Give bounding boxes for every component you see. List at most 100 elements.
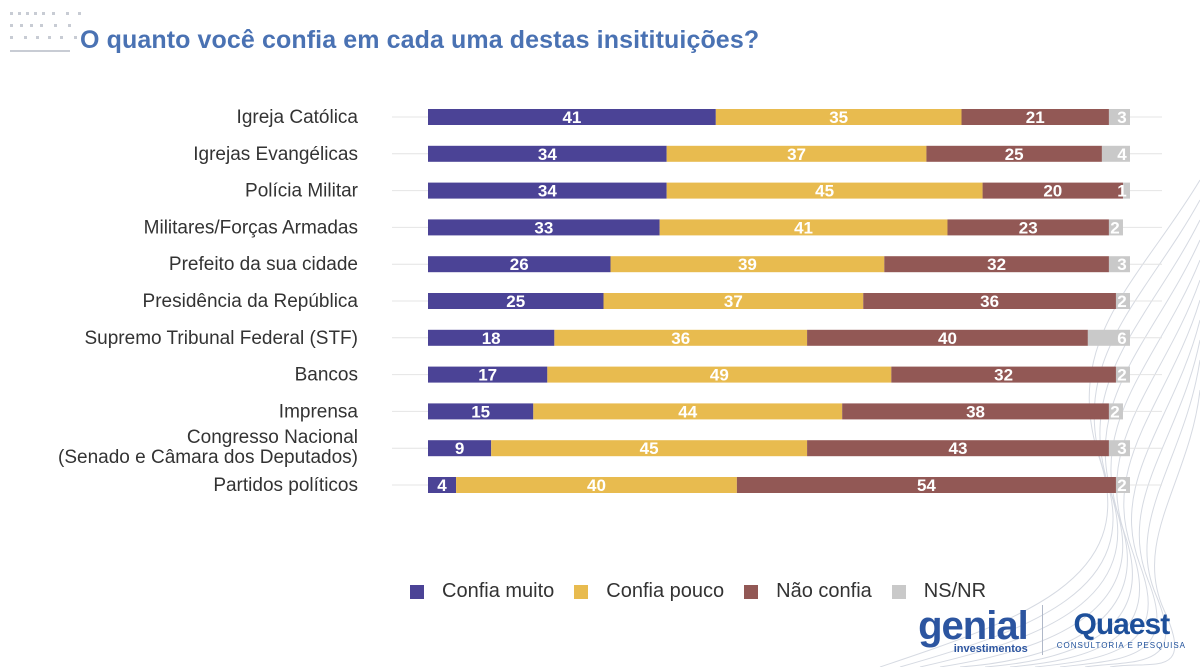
bar-segment-ns-nr-prefeito-da-sua-cidade: [1108, 256, 1130, 273]
bar-segment-confia-muito-supremo-tribunal-federal-stf: [428, 329, 555, 346]
quaest-logo-name: Quaest: [1073, 608, 1170, 641]
legend-swatch-confia-muito: [410, 584, 424, 599]
data-label-confia-muito-congresso-nacional-senado-e-camara-dos-deputados: 9: [455, 439, 464, 458]
bar-segment-ns-nr-partidos-politicos: [1115, 477, 1130, 493]
legend-label-confia-pouco: Confia pouco: [606, 580, 725, 602]
bar-segment-ns-nr-supremo-tribunal-federal-stf: [1087, 329, 1130, 346]
bar-segment-confia-pouco-militares-forcas-armadas: [659, 219, 948, 236]
quaest-logo: Quaest CONSULTORIA E PESQUISA: [1057, 610, 1186, 650]
category-label-prefeito-da-sua-cidade: Prefeito da sua cidade: [169, 254, 358, 275]
category-label-igreja-catolica: Igreja Católica: [237, 107, 359, 128]
genial-logo-name: genial: [918, 603, 1029, 648]
legend-item-ns-nr: NS/NR: [891, 580, 986, 603]
data-label-confia-muito-igrejas-evangelicas: 34: [538, 145, 557, 164]
bar-segment-ns-nr-congresso-nacional-senado-e-camara-dos-deputados: [1108, 440, 1130, 457]
bar-segment-confia-muito-policia-militar: [428, 182, 667, 199]
bar-segment-confia-muito-congresso-nacional-senado-e-camara-dos-deputados: [428, 440, 492, 457]
data-label-confia-muito-militares-forcas-armadas: 33: [534, 218, 553, 237]
legend-swatch-nao-confia: [744, 584, 759, 599]
category-label-line: Igreja Católica: [237, 107, 359, 128]
decorative-waves: [879, 179, 1200, 667]
bar-segment-ns-nr-imprensa: [1108, 403, 1123, 420]
bar-segment-confia-pouco-prefeito-da-sua-cidade: [610, 256, 885, 273]
bar-segment-ns-nr-igreja-catolica: [1108, 109, 1130, 125]
data-label-ns-nr-bancos: 2: [1117, 366, 1126, 385]
data-label-confia-muito-bancos: 17: [478, 366, 497, 385]
data-label-confia-muito-prefeito-da-sua-cidade: 26: [510, 255, 529, 274]
data-label-confia-pouco-igreja-catolica: 35: [829, 108, 848, 127]
bar-segment-nao-confia-partidos-politicos: [736, 477, 1116, 493]
bar-segment-confia-pouco-presidencia-da-republica: [603, 293, 864, 309]
data-label-confia-pouco-bancos: 49: [710, 366, 729, 385]
data-label-nao-confia-prefeito-da-sua-cidade: 32: [987, 255, 1006, 274]
category-label-line: Imprensa: [279, 401, 359, 422]
category-label-congresso-nacional-senado-e-camara-dos-deputados: Congresso Nacional (Senado e Câmara dos D…: [58, 427, 358, 468]
bar-segment-confia-muito-militares-forcas-armadas: [428, 219, 660, 236]
bar-segment-confia-muito-bancos: [428, 366, 548, 383]
category-label-line: Igrejas Evangélicas: [193, 144, 358, 165]
bar-segment-confia-muito-igrejas-evangelicas: [428, 145, 667, 162]
data-label-nao-confia-militares-forcas-armadas: 23: [1019, 218, 1038, 237]
bar-segment-confia-muito-igreja-catolica: [428, 109, 716, 125]
data-label-confia-muito-presidencia-da-republica: 25: [506, 292, 525, 311]
bar-segment-nao-confia-militares-forcas-armadas: [947, 219, 1109, 236]
genial-logo-sub: investimentos: [953, 642, 1028, 655]
data-label-confia-muito-partidos-politicos: 4: [437, 476, 447, 495]
decorative-dots: [10, 12, 81, 52]
data-label-nao-confia-igrejas-evangelicas: 25: [1005, 145, 1024, 164]
data-label-ns-nr-congresso-nacional-senado-e-camara-dos-deputados: 3: [1117, 439, 1126, 458]
bar-segment-confia-pouco-congresso-nacional-senado-e-camara-dos-deputados: [491, 440, 808, 457]
bar-segment-nao-confia-congresso-nacional-senado-e-camara-dos-deputados: [807, 440, 1109, 457]
bar-segment-nao-confia-presidencia-da-republica: [863, 293, 1116, 309]
bar-segment-confia-pouco-supremo-tribunal-federal-stf: [554, 329, 808, 346]
genial-logo: genial investimentos: [918, 603, 1029, 655]
bar-segment-confia-pouco-bancos: [547, 366, 892, 383]
bar-segment-ns-nr-militares-forcas-armadas: [1108, 219, 1123, 236]
category-label-line: Congresso Nacional: [187, 427, 358, 448]
bar-segment-confia-pouco-policia-militar: [666, 182, 983, 199]
category-label-militares-forcas-armadas: Militares/Forças Armadas: [144, 217, 358, 238]
data-label-confia-muito-supremo-tribunal-federal-stf: 18: [482, 329, 501, 348]
category-label-policia-militar: Polícia Militar: [245, 181, 359, 202]
bar-segment-nao-confia-prefeito-da-sua-cidade: [884, 256, 1109, 273]
bar-segment-ns-nr-igrejas-evangelicas: [1101, 145, 1130, 162]
bar-segment-confia-muito-prefeito-da-sua-cidade: [428, 256, 611, 273]
bar-segment-nao-confia-policia-militar: [982, 182, 1123, 199]
bar-segment-ns-nr-bancos: [1115, 366, 1130, 383]
bar-segment-confia-pouco-imprensa: [533, 403, 843, 420]
data-label-ns-nr-supremo-tribunal-federal-stf: 6: [1117, 329, 1126, 348]
data-label-ns-nr-militares-forcas-armadas: 2: [1110, 218, 1119, 237]
data-label-nao-confia-imprensa: 38: [966, 402, 985, 421]
bar-segment-nao-confia-imprensa: [842, 403, 1109, 420]
data-label-ns-nr-policia-militar: 1: [1117, 182, 1126, 201]
bar-segment-confia-pouco-igreja-catolica: [715, 109, 962, 125]
data-label-nao-confia-policia-militar: 20: [1043, 182, 1062, 201]
bar-segment-confia-pouco-partidos-politicos: [456, 477, 737, 493]
bar-segment-nao-confia-bancos: [891, 366, 1116, 383]
category-label-supremo-tribunal-federal-stf: Supremo Tribunal Federal (STF): [85, 328, 359, 349]
data-label-nao-confia-presidencia-da-republica: 36: [980, 292, 999, 311]
category-label-presidencia-da-republica: Presidência da República: [143, 291, 359, 312]
data-label-confia-muito-igreja-catolica: 41: [562, 108, 581, 127]
category-label-partidos-politicos: Partidos políticos: [213, 475, 358, 496]
data-label-confia-muito-imprensa: 15: [471, 402, 490, 421]
page-title: O quanto você confia em cada uma destas …: [80, 26, 760, 54]
data-label-confia-pouco-presidencia-da-republica: 37: [724, 292, 743, 311]
chart-legend: Confia muito Confia pouco Não confia NS/…: [410, 580, 986, 603]
bar-segment-confia-muito-presidencia-da-republica: [428, 293, 604, 309]
data-label-nao-confia-bancos: 32: [994, 366, 1013, 385]
legend-item-confia-muito: Confia muito: [410, 580, 554, 603]
bar-segment-nao-confia-igreja-catolica: [961, 109, 1109, 125]
legend-swatch-confia-pouco: [574, 584, 589, 599]
data-label-ns-nr-imprensa: 2: [1110, 402, 1119, 421]
data-label-confia-pouco-partidos-politicos: 40: [587, 476, 606, 495]
data-label-nao-confia-congresso-nacional-senado-e-camara-dos-deputados: 43: [949, 439, 968, 458]
category-label-line: Polícia Militar: [245, 181, 359, 202]
bar-segment-confia-muito-partidos-politicos: [428, 477, 457, 493]
category-label-line: Bancos: [295, 365, 358, 386]
data-label-nao-confia-supremo-tribunal-federal-stf: 40: [938, 329, 957, 348]
category-label-igrejas-evangelicas: Igrejas Evangélicas: [193, 144, 358, 165]
category-label-line: Supremo Tribunal Federal (STF): [85, 328, 359, 349]
bar-segment-nao-confia-supremo-tribunal-federal-stf: [807, 329, 1088, 346]
data-label-confia-muito-policia-militar: 34: [538, 182, 557, 201]
